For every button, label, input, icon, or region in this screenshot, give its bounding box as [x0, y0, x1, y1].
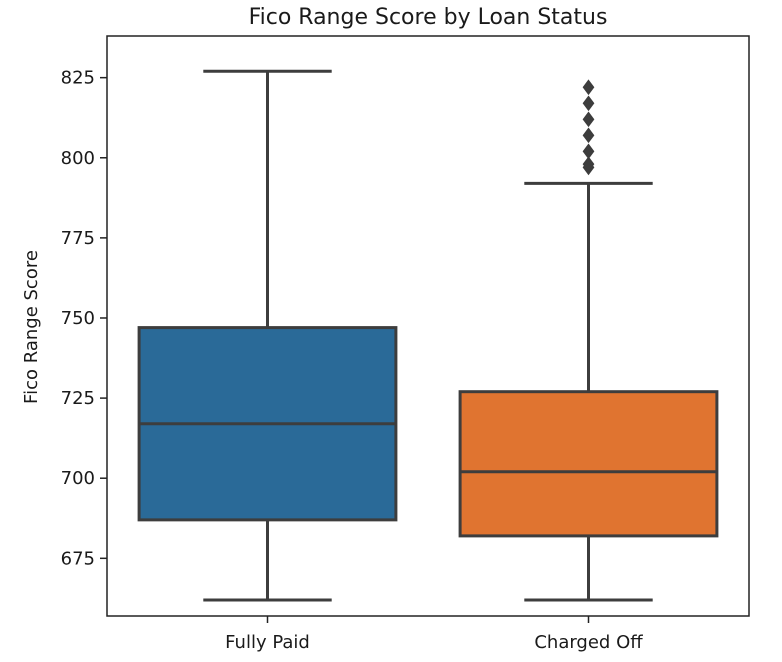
box-group [458, 79, 719, 602]
chart-title: Fico Range Score by Loan Status [249, 5, 608, 30]
y-tick-label: 675 [61, 548, 95, 569]
y-tick-label: 750 [61, 308, 95, 329]
y-tick-label: 800 [61, 148, 95, 169]
box-group [137, 69, 398, 602]
y-axis-label: Fico Range Score [21, 250, 42, 404]
y-tick-label: 825 [61, 68, 95, 89]
y-tick-label: 775 [61, 228, 95, 249]
outlier-point [582, 111, 595, 128]
plot-frame [106, 35, 750, 617]
outlier-point [582, 156, 595, 173]
outlier-point [582, 127, 595, 144]
plot-area [137, 69, 719, 602]
y-tick-label: 725 [61, 388, 95, 409]
iqr-box [458, 390, 719, 538]
outlier-point [582, 95, 595, 112]
x-tick-label: Charged Off [534, 632, 643, 653]
outlier-point [582, 143, 595, 160]
outlier-point [582, 79, 595, 96]
y-tick-label: 700 [61, 468, 95, 489]
x-tick-label: Fully Paid [225, 632, 310, 653]
